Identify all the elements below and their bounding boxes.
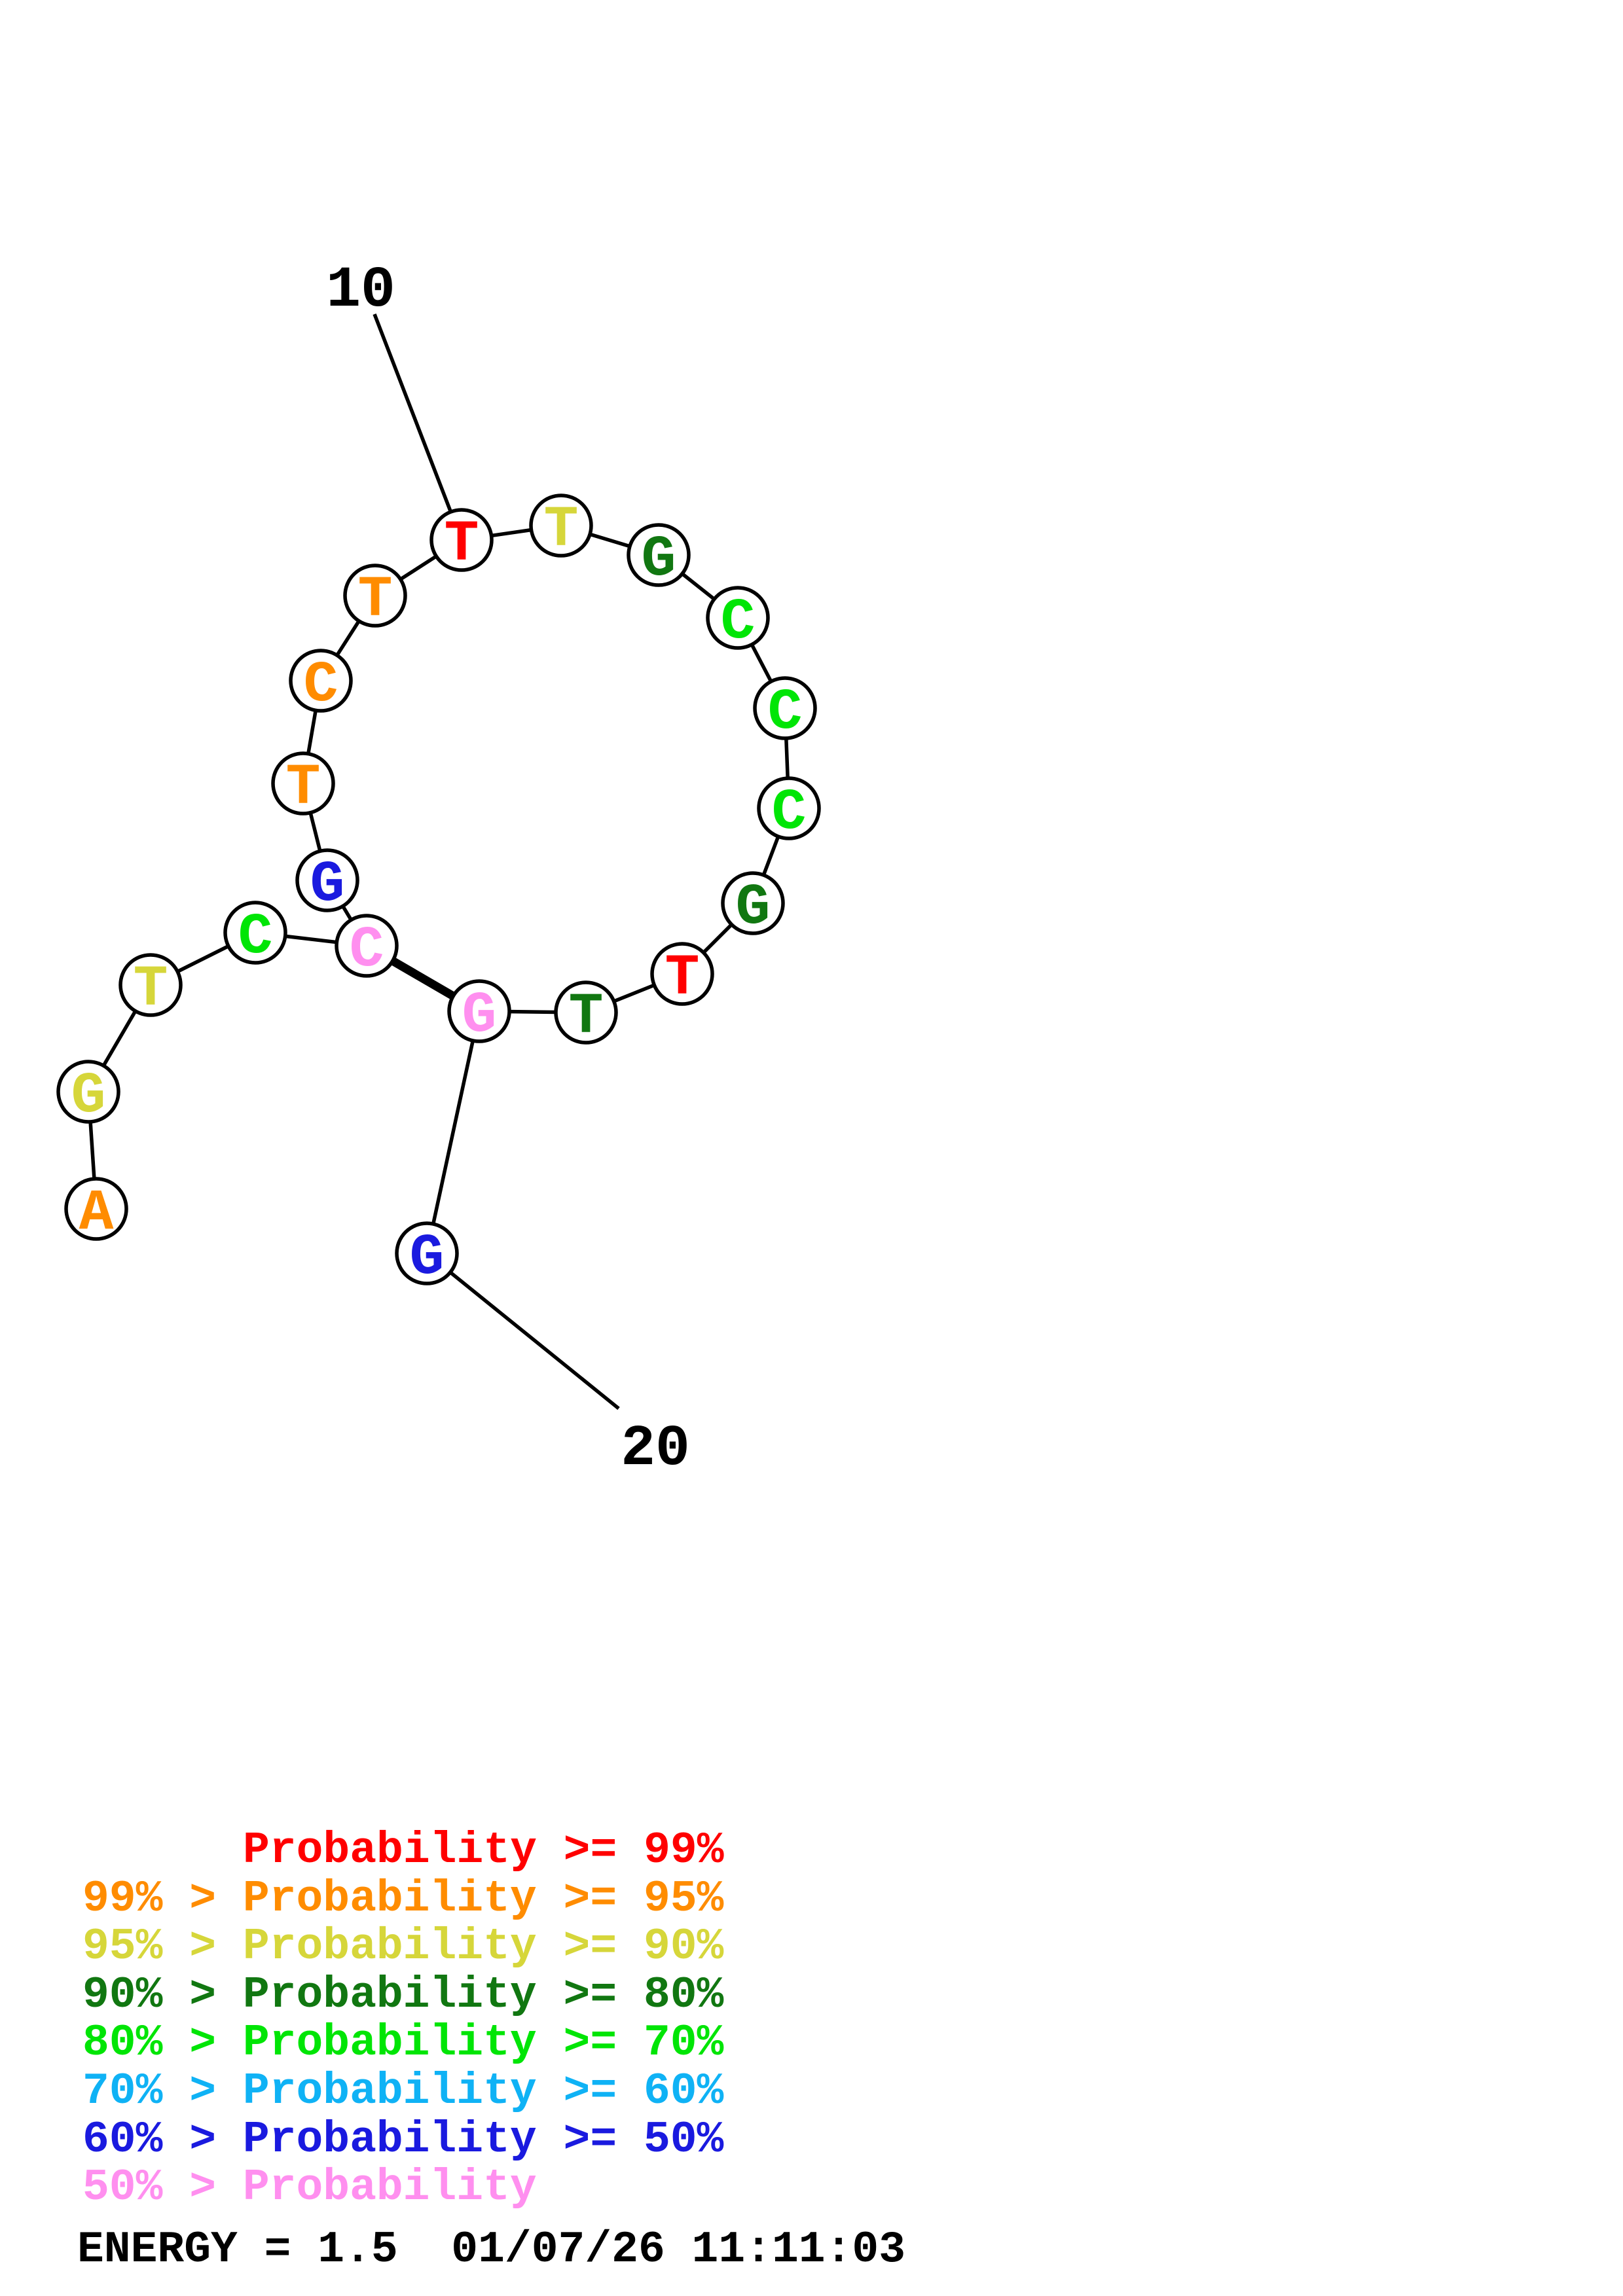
base-letter: G: [462, 984, 497, 1049]
legend-row-8: 50% > Probability: [82, 2162, 537, 2213]
legend-row-4: 90% > Probability >= 80%: [82, 1970, 724, 2020]
base-letter: C: [304, 653, 338, 718]
base-letter: C: [721, 590, 756, 655]
energy-timestamp-text: ENERGY = 1.5 01/07/26 11:11:03: [77, 2225, 905, 2275]
base-letter: G: [71, 1064, 106, 1129]
nucleotide-16-G: G: [721, 871, 785, 941]
position-label-line-10: [373, 314, 464, 541]
nucleotide-circle: [706, 586, 770, 650]
nucleotide-circle: [753, 676, 817, 740]
nucleotide-circle: [554, 980, 618, 1045]
base-letter: C: [350, 918, 384, 983]
nucleotide-circle: [119, 953, 183, 1017]
position-labels-layer: 10 20: [326, 259, 690, 1482]
legend-row-1: Probability >= 99%: [243, 1825, 724, 1876]
nucleotide-8-C: C: [289, 649, 353, 718]
nucleotide-12-G: G: [627, 523, 691, 592]
nucleotide-circle: [757, 776, 821, 840]
base-letter: T: [544, 498, 579, 563]
base-letter: G: [642, 528, 676, 592]
nucleotide-7-T: T: [271, 751, 335, 821]
base-letter: G: [736, 876, 771, 941]
nucleotide-2-G: G: [56, 1060, 120, 1129]
nucleotide-15-C: C: [757, 776, 821, 846]
legend-row-7: 60% > Probability >= 50%: [82, 2115, 724, 2165]
base-letter: G: [410, 1226, 445, 1291]
nucleotide-13-C: C: [706, 586, 770, 655]
base-letter: G: [310, 853, 345, 918]
base-letter: T: [358, 568, 393, 633]
legend-row-2: 99% > Probability >= 95%: [82, 1874, 724, 1924]
base-letter: T: [134, 958, 168, 1022]
nucleotide-17-T: T: [650, 942, 714, 1011]
nucleotide-circle: [429, 508, 494, 572]
legend-row-6: 70% > Probability >= 60%: [82, 2066, 724, 2117]
nucleotide-circle: [395, 1221, 459, 1285]
nucleotide-circle: [223, 901, 287, 965]
nucleotide-9-T: T: [343, 564, 407, 633]
nucleotide-circle: [335, 914, 399, 978]
legend-row-3: 95% > Probability >= 90%: [82, 1922, 724, 1972]
nucleotide-19-G: G: [447, 979, 511, 1049]
nucleotide-circle: [56, 1060, 120, 1124]
nucleotide-circle: [627, 523, 691, 587]
nucleotide-circle: [289, 649, 353, 713]
legend-row-5: 80% > Probability >= 70%: [82, 2018, 724, 2068]
base-letter: C: [238, 905, 273, 970]
nucleotide-circle: [721, 871, 785, 935]
nucleotide-6-G: G: [295, 848, 359, 918]
nucleotide-circle: [271, 751, 335, 816]
base-letter: C: [772, 781, 807, 846]
nucleotide-4-C: C: [223, 901, 287, 970]
nucleotide-circle: [529, 493, 593, 558]
base-letter: A: [79, 1181, 114, 1246]
position-label-line-20: [426, 1251, 620, 1410]
nucleotide-circle: [650, 942, 714, 1006]
nucleotide-1-A: A: [64, 1177, 128, 1246]
backbone-link-19-20: [425, 1011, 481, 1254]
nucleotide-3-T: T: [119, 953, 183, 1022]
position-label-20: 20: [621, 1417, 690, 1482]
base-letter: T: [665, 946, 700, 1011]
nucleotide-11-T: T: [529, 493, 593, 563]
nucleotide-circle: [447, 979, 511, 1043]
probability-legend: Probability >= 99%99% > Probability >= 9…: [82, 1825, 724, 2213]
base-letter: T: [286, 756, 321, 821]
base-letter: C: [768, 681, 803, 745]
nucleotide-circle: [295, 848, 359, 912]
nucleotide-5-C: C: [335, 914, 399, 983]
nucleotide-18-T: T: [554, 980, 618, 1050]
base-letter: T: [569, 985, 604, 1050]
position-label-10: 10: [326, 259, 395, 323]
nucleotide-circle: [343, 564, 407, 628]
nucleotide-circle: [64, 1177, 128, 1241]
nucleotide-14-C: C: [753, 676, 817, 745]
nucleotide-20-G: G: [395, 1221, 459, 1291]
base-letter: T: [445, 512, 479, 577]
nucleotide-10-T: T: [429, 508, 494, 577]
